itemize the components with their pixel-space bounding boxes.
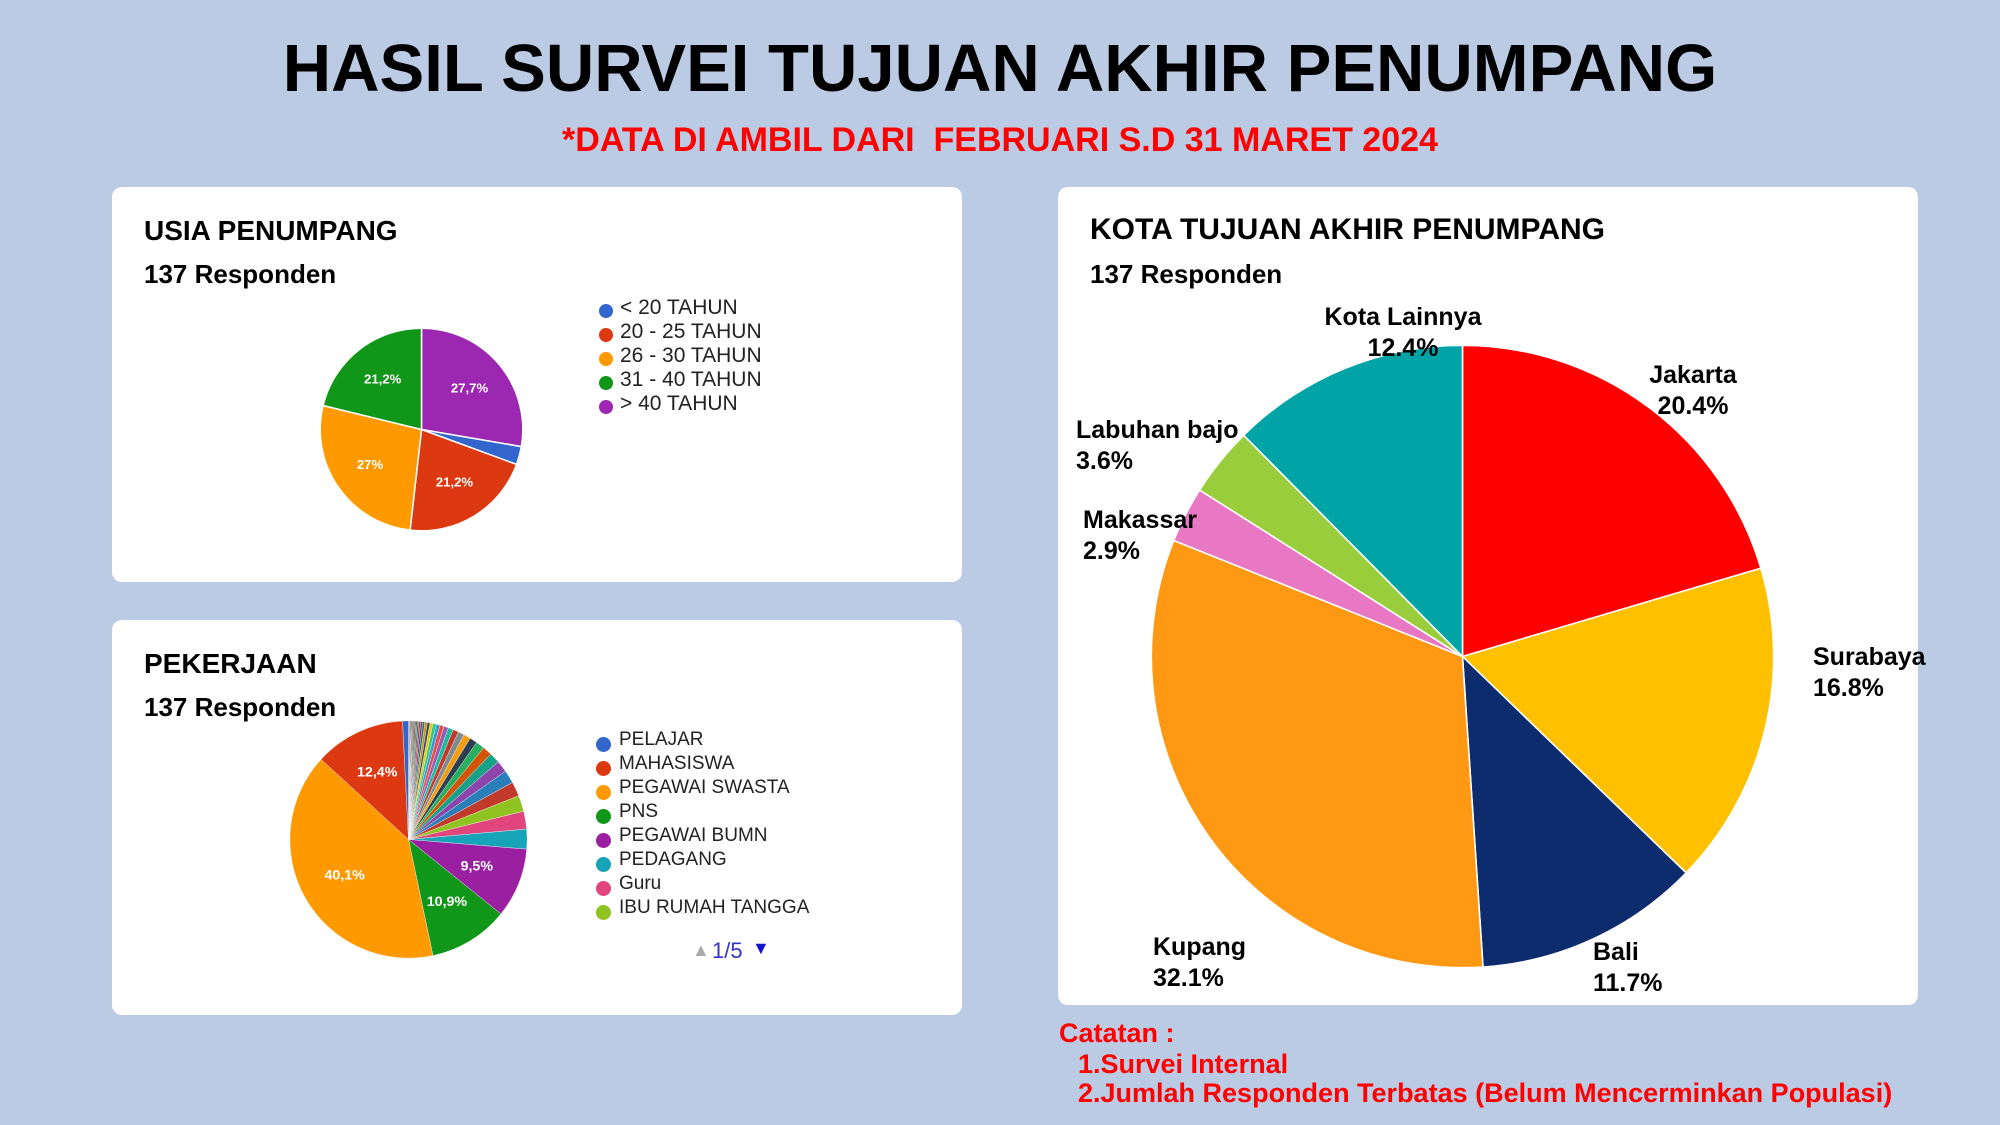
svg-text:21,2%: 21,2% (364, 372, 402, 387)
svg-text:40,1%: 40,1% (324, 868, 365, 884)
svg-text:9,5%: 9,5% (461, 859, 494, 875)
svg-text:10,9%: 10,9% (427, 894, 468, 910)
svg-text:27,7%: 27,7% (451, 380, 489, 395)
svg-text:27%: 27% (357, 457, 384, 472)
svg-text:21,2%: 21,2% (436, 474, 474, 489)
svg-text:12,4%: 12,4% (357, 765, 398, 781)
